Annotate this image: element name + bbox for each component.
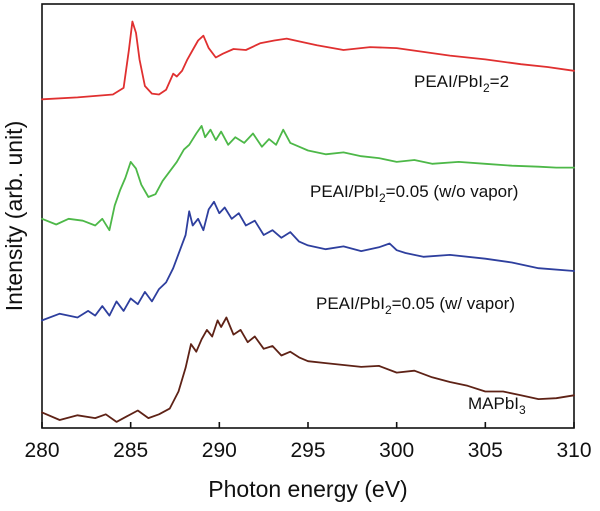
series-line-4 [41,316,575,423]
series-label-1: PEAI/PbI2=2 [414,72,509,95]
x-tick-label: 285 [113,439,148,462]
series-line-1 [41,20,575,101]
series-line-3 [41,200,575,322]
series-label-suffix: =0.05 (w/o vapor) [386,182,519,201]
y-axis-title: Intensity (arb. unit) [1,121,27,311]
series-label-text: PEAI/PbI [316,294,385,313]
spectra-curves [41,20,575,423]
x-tick-label: 280 [24,439,59,462]
series-label-subscript: 2 [385,303,392,317]
series-label-text: PEAI/PbI [310,182,379,201]
series-label-subscript: 3 [519,403,526,417]
series-label-text: MAPbI [468,394,519,413]
series-label-text: PEAI/PbI [414,72,483,91]
x-tick-label: 305 [468,439,503,462]
x-tick-label: 310 [556,439,591,462]
x-axis-title: Photon energy (eV) [208,476,407,502]
series-label-subscript: 2 [483,81,490,95]
x-tick-label: 290 [202,439,237,462]
plot-frame [41,3,575,429]
x-tick-label: 295 [290,439,325,462]
series-label-suffix: =2 [490,72,509,91]
series-label-2: PEAI/PbI2=0.05 (w/o vapor) [310,182,518,205]
series-label-3: PEAI/PbI2=0.05 (w/ vapor) [316,294,515,317]
series-label-4: MAPbI3 [468,394,526,417]
series-label-suffix: =0.05 (w/ vapor) [392,294,515,313]
series-label-subscript: 2 [379,191,386,205]
x-tick-label: 300 [379,439,414,462]
series-line-2 [41,125,575,232]
x-axis-ticks: 280 285 290 295 300 305 310 [24,422,592,462]
plot-area [41,3,575,429]
